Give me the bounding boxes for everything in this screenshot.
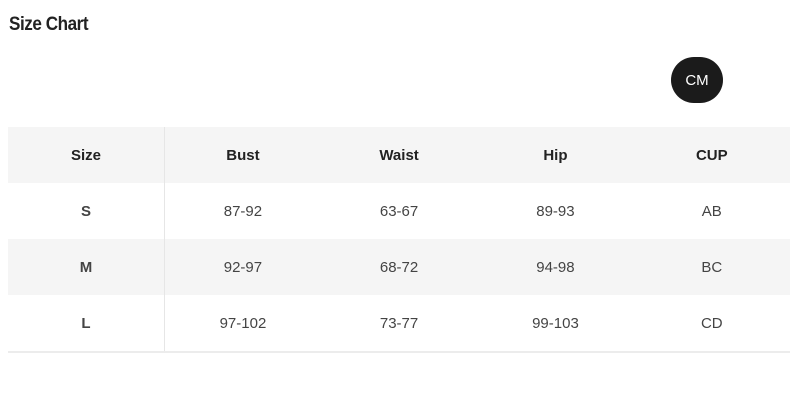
table-row: S 87-92 63-67 89-93 AB <box>8 183 790 239</box>
table-cell: AB <box>701 202 722 220</box>
table-row: M 92-97 68-72 94-98 BC <box>8 239 790 295</box>
table-header-row: Size Bust Waist Hip CUP <box>8 127 790 183</box>
table-cell: 87-92 <box>223 202 263 220</box>
size-chart-table: Size Bust Waist Hip CUP S 87-92 63-67 89-93 AB M 9… <box>8 127 790 353</box>
page-title: Size Chart <box>9 14 89 35</box>
size-cell: L <box>8 295 165 353</box>
table-row: L 97-102 73-77 99-103 CD <box>8 295 790 353</box>
table-cell: 94-98 <box>536 258 575 276</box>
column-header: CUP <box>695 146 728 164</box>
column-header: Waist <box>379 146 419 164</box>
table-cell: 97-102 <box>164 295 321 353</box>
table-cell: 68-72 <box>379 258 419 276</box>
table-cell: 63-67 <box>379 202 419 220</box>
table-cell: CD <box>633 295 790 353</box>
table-cell: 92-97 <box>223 258 263 276</box>
size-cell: M <box>8 239 165 295</box>
size-cell: S <box>8 183 165 239</box>
table-cell: BC <box>701 258 723 276</box>
unit-toggle-cm-button[interactable]: CM <box>671 57 723 103</box>
column-header: Size <box>8 127 165 183</box>
column-header: Bust <box>226 146 260 164</box>
table-cell: 73-77 <box>320 295 478 353</box>
table-cell: 99-103 <box>477 295 634 353</box>
table-cell: 89-93 <box>536 202 575 220</box>
column-header: Hip <box>543 146 568 164</box>
